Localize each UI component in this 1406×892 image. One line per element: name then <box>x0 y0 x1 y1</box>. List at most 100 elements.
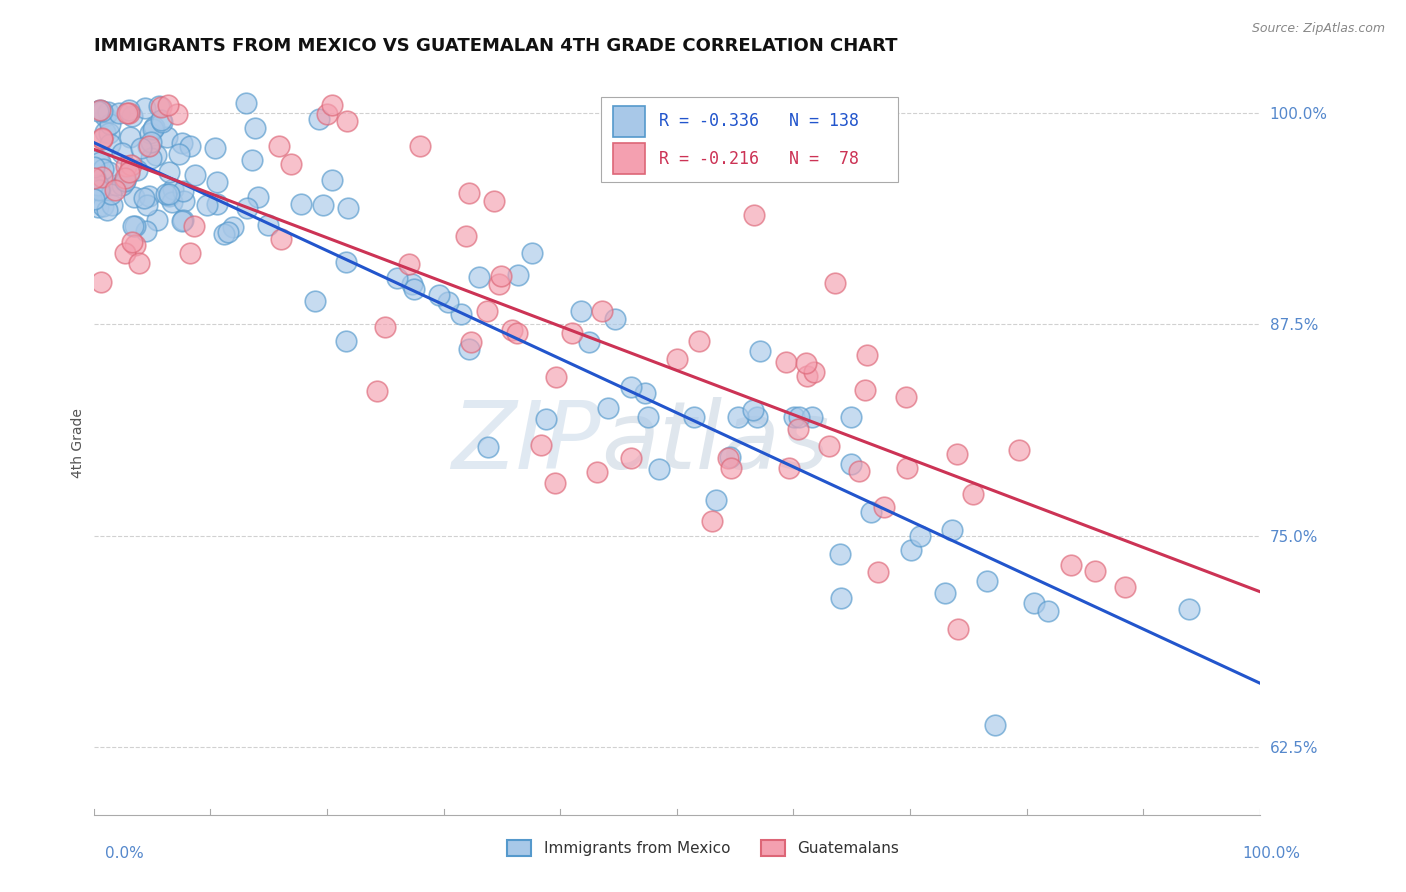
Point <box>108 106 131 120</box>
Text: 0.0%: 0.0% <box>105 847 145 861</box>
Point <box>839 410 862 425</box>
Point <box>136 138 159 153</box>
Point <box>135 223 157 237</box>
Point <box>204 141 226 155</box>
Point <box>172 213 194 227</box>
Point <box>162 194 184 209</box>
Text: 100.0%: 100.0% <box>1243 847 1301 861</box>
Point <box>787 410 810 425</box>
Point <box>87 178 110 193</box>
Point <box>855 349 877 363</box>
Point <box>124 238 146 252</box>
Point <box>591 304 613 318</box>
Point <box>222 219 245 234</box>
Point <box>337 201 360 215</box>
Point <box>457 186 479 200</box>
Point <box>98 126 121 140</box>
Point <box>114 174 136 188</box>
Point <box>801 410 824 425</box>
Point <box>150 113 173 128</box>
Point <box>84 180 107 194</box>
Point <box>544 476 567 491</box>
Point <box>145 148 167 162</box>
Point <box>374 320 396 334</box>
Point <box>179 138 201 153</box>
Point <box>104 183 127 197</box>
Point <box>98 137 121 152</box>
Point <box>508 268 530 282</box>
Point <box>794 356 817 370</box>
Point <box>115 106 138 120</box>
Point <box>796 369 818 384</box>
Point <box>235 201 257 215</box>
Point <box>824 277 846 291</box>
Point <box>308 112 330 126</box>
Point <box>156 130 179 145</box>
Text: ZIP: ZIP <box>451 397 600 488</box>
Point <box>321 97 343 112</box>
Point <box>620 450 643 465</box>
Point <box>385 271 408 285</box>
Point <box>170 214 193 228</box>
Point <box>114 173 136 187</box>
Point <box>83 170 105 185</box>
Point <box>83 192 105 206</box>
Point <box>409 139 432 153</box>
Point <box>1084 564 1107 578</box>
Point <box>720 461 742 475</box>
Point <box>105 178 128 193</box>
Point <box>489 268 512 283</box>
Point <box>172 185 194 199</box>
Point <box>247 190 270 204</box>
Point <box>586 466 609 480</box>
Point <box>460 335 482 350</box>
Point <box>530 438 553 452</box>
Point <box>89 103 111 118</box>
Point <box>156 97 179 112</box>
Point <box>946 446 969 460</box>
Point <box>235 96 257 111</box>
Point <box>184 168 207 182</box>
Point <box>848 465 870 479</box>
Point <box>100 117 122 131</box>
Point <box>173 194 195 209</box>
Point <box>704 492 727 507</box>
Point <box>118 103 141 118</box>
Point <box>683 410 706 425</box>
Point <box>818 439 841 453</box>
Point <box>91 162 114 177</box>
Point <box>984 718 1007 732</box>
Point <box>84 170 107 185</box>
Point <box>157 165 180 179</box>
Point <box>962 487 984 501</box>
Point <box>745 410 768 425</box>
Point <box>458 342 481 356</box>
Point <box>179 245 201 260</box>
Point <box>270 232 292 246</box>
Point <box>934 586 956 600</box>
Point <box>145 212 167 227</box>
Point <box>477 440 499 454</box>
Point <box>401 277 423 291</box>
Point <box>803 365 825 379</box>
Point <box>114 246 136 260</box>
Point <box>148 99 170 113</box>
Point <box>118 166 141 180</box>
Point <box>450 308 472 322</box>
Point <box>212 227 235 242</box>
Point <box>138 189 160 203</box>
Point <box>162 182 184 196</box>
Point <box>243 120 266 135</box>
Point <box>427 288 450 302</box>
Point <box>217 225 239 239</box>
Point <box>717 450 740 465</box>
Point <box>569 303 592 318</box>
Point <box>700 514 723 528</box>
Point <box>437 295 460 310</box>
Point <box>141 151 163 165</box>
Point <box>134 191 156 205</box>
Point <box>727 410 749 425</box>
Point <box>908 529 931 543</box>
Point <box>134 101 156 115</box>
Point <box>114 171 136 186</box>
